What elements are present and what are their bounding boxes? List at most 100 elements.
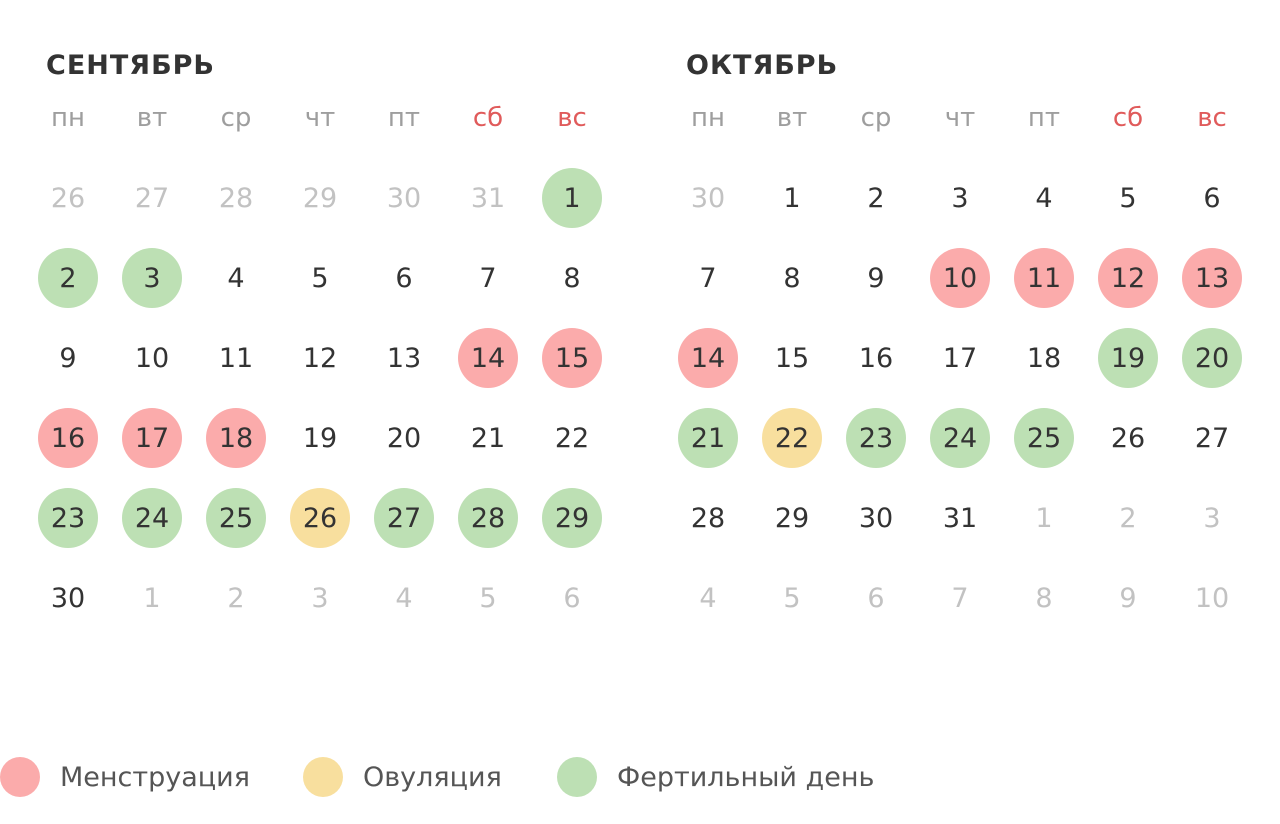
- day-number: 3: [1203, 502, 1221, 534]
- calendar-day-other-month[interactable]: 26: [26, 158, 110, 238]
- calendar-day-menstruation[interactable]: 13: [1170, 238, 1254, 318]
- calendar-day[interactable]: 29: [750, 478, 834, 558]
- calendar-day-other-month[interactable]: 7: [918, 558, 1002, 638]
- calendar-day-other-month[interactable]: 6: [530, 558, 614, 638]
- calendar-day-fertile[interactable]: 29: [530, 478, 614, 558]
- day-number: 29: [302, 182, 338, 214]
- calendar-day[interactable]: 5: [1086, 158, 1170, 238]
- calendar-day[interactable]: 18: [1002, 318, 1086, 398]
- day-number: 23: [846, 408, 906, 468]
- calendar-day-fertile[interactable]: 23: [26, 478, 110, 558]
- day-number: 6: [563, 582, 581, 614]
- day-grid: 30 1 2 3 4 5 6 7 8 9 10 11 12 13 14 15 16 17 18 19 20 21 22 23 2…: [666, 158, 1254, 638]
- calendar-day-other-month[interactable]: 30: [362, 158, 446, 238]
- calendar-day-fertile[interactable]: 24: [918, 398, 1002, 478]
- calendar-day-fertile[interactable]: 25: [1002, 398, 1086, 478]
- calendar-day-menstruation[interactable]: 16: [26, 398, 110, 478]
- weekday-label: ср: [860, 103, 892, 133]
- calendar-day-other-month[interactable]: 4: [666, 558, 750, 638]
- calendar-day-fertile[interactable]: 3: [110, 238, 194, 318]
- calendar-day-fertile[interactable]: 19: [1086, 318, 1170, 398]
- calendar-day-fertile[interactable]: 27: [362, 478, 446, 558]
- calendar-day[interactable]: 9: [26, 318, 110, 398]
- calendar-day-fertile[interactable]: 20: [1170, 318, 1254, 398]
- calendar-day[interactable]: 1: [750, 158, 834, 238]
- calendar-day[interactable]: 8: [750, 238, 834, 318]
- calendar-day-menstruation[interactable]: 15: [530, 318, 614, 398]
- weekday-label: пн: [51, 103, 85, 133]
- calendar-day-other-month[interactable]: 4: [362, 558, 446, 638]
- calendar-day[interactable]: 6: [362, 238, 446, 318]
- calendar-day-fertile[interactable]: 23: [834, 398, 918, 478]
- calendar-day-other-month[interactable]: 1: [1002, 478, 1086, 558]
- calendar-day-menstruation[interactable]: 10: [918, 238, 1002, 318]
- calendar-day[interactable]: 7: [666, 238, 750, 318]
- calendar-day-other-month[interactable]: 1: [110, 558, 194, 638]
- calendar-day-other-month[interactable]: 31: [446, 158, 530, 238]
- calendar-day-other-month[interactable]: 9: [1086, 558, 1170, 638]
- day-number: 30: [858, 502, 894, 534]
- calendar-day-ovulation[interactable]: 22: [750, 398, 834, 478]
- calendar-day-other-month[interactable]: 30: [666, 158, 750, 238]
- calendar-day-other-month[interactable]: 5: [750, 558, 834, 638]
- calendar-day[interactable]: 10: [110, 318, 194, 398]
- calendar-day[interactable]: 20: [362, 398, 446, 478]
- calendar-day[interactable]: 12: [278, 318, 362, 398]
- calendar-day-menstruation[interactable]: 18: [194, 398, 278, 478]
- calendar-day-menstruation[interactable]: 11: [1002, 238, 1086, 318]
- calendar-day[interactable]: 26: [1086, 398, 1170, 478]
- calendar-day[interactable]: 30: [26, 558, 110, 638]
- calendar-day[interactable]: 19: [278, 398, 362, 478]
- calendar-day-fertile[interactable]: 21: [666, 398, 750, 478]
- calendar-day-other-month[interactable]: 3: [1170, 478, 1254, 558]
- weekday-label: чт: [944, 103, 976, 133]
- calendar-day[interactable]: 2: [834, 158, 918, 238]
- calendar-day[interactable]: 4: [194, 238, 278, 318]
- calendar-day-other-month[interactable]: 29: [278, 158, 362, 238]
- calendar-day-other-month[interactable]: 8: [1002, 558, 1086, 638]
- calendar-day[interactable]: 17: [918, 318, 1002, 398]
- calendar-day-menstruation[interactable]: 12: [1086, 238, 1170, 318]
- calendar-day[interactable]: 28: [666, 478, 750, 558]
- calendar-day-fertile[interactable]: 25: [194, 478, 278, 558]
- calendar-day[interactable]: 15: [750, 318, 834, 398]
- weekday-label: чт: [304, 103, 336, 133]
- calendar-day[interactable]: 27: [1170, 398, 1254, 478]
- calendar-day-other-month[interactable]: 28: [194, 158, 278, 238]
- calendar-day[interactable]: 16: [834, 318, 918, 398]
- legend-label: Менструация: [60, 761, 250, 793]
- calendar-day-menstruation[interactable]: 17: [110, 398, 194, 478]
- calendar-day-fertile[interactable]: 1: [530, 158, 614, 238]
- calendar-day-other-month[interactable]: 2: [1086, 478, 1170, 558]
- calendar-day-menstruation[interactable]: 14: [666, 318, 750, 398]
- calendar-day[interactable]: 3: [918, 158, 1002, 238]
- calendar-day[interactable]: 8: [530, 238, 614, 318]
- weekday-header: пн вт ср чт пт сб вс: [666, 100, 1254, 136]
- calendar-day[interactable]: 4: [1002, 158, 1086, 238]
- calendar-day-other-month[interactable]: 3: [278, 558, 362, 638]
- calendar-day[interactable]: 9: [834, 238, 918, 318]
- calendar-day[interactable]: 5: [278, 238, 362, 318]
- calendar-day[interactable]: 21: [446, 398, 530, 478]
- calendar-day[interactable]: 31: [918, 478, 1002, 558]
- calendar-day[interactable]: 22: [530, 398, 614, 478]
- day-number: 12: [302, 342, 338, 374]
- calendar-day[interactable]: 30: [834, 478, 918, 558]
- calendar-day-other-month[interactable]: 6: [834, 558, 918, 638]
- calendar-day-fertile[interactable]: 28: [446, 478, 530, 558]
- calendar-day-other-month[interactable]: 27: [110, 158, 194, 238]
- calendar-day-menstruation[interactable]: 14: [446, 318, 530, 398]
- calendar-day[interactable]: 7: [446, 238, 530, 318]
- calendar-day-fertile[interactable]: 2: [26, 238, 110, 318]
- day-number: 9: [1119, 582, 1137, 614]
- calendar-day-other-month[interactable]: 5: [446, 558, 530, 638]
- calendar-day-fertile[interactable]: 24: [110, 478, 194, 558]
- day-number: 2: [1119, 502, 1137, 534]
- day-number: 8: [1035, 582, 1053, 614]
- calendar-day-ovulation[interactable]: 26: [278, 478, 362, 558]
- calendar-day[interactable]: 13: [362, 318, 446, 398]
- calendar-day[interactable]: 11: [194, 318, 278, 398]
- calendar-day-other-month[interactable]: 10: [1170, 558, 1254, 638]
- calendar-day-other-month[interactable]: 2: [194, 558, 278, 638]
- calendar-day[interactable]: 6: [1170, 158, 1254, 238]
